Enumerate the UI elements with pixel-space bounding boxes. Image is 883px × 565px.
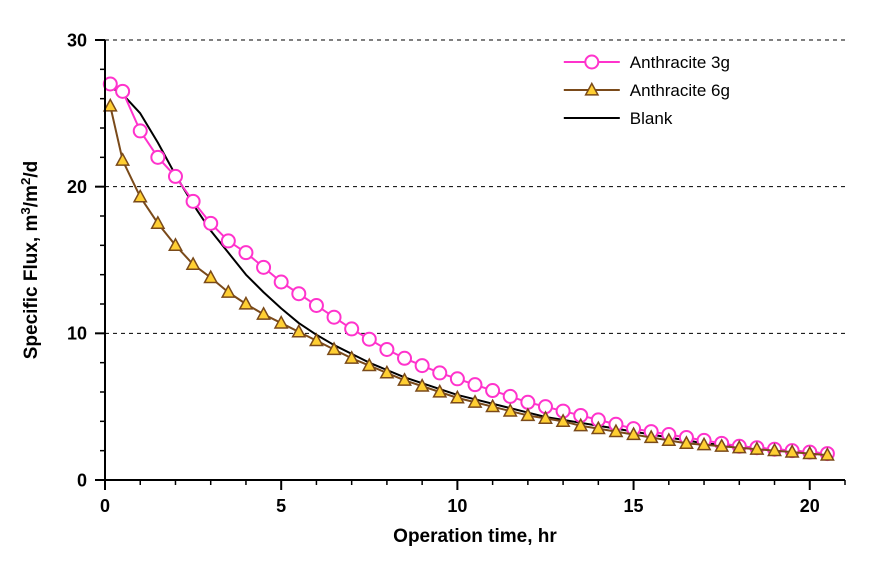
marker-circle	[169, 170, 182, 183]
legend-label: Anthracite 6g	[630, 81, 730, 100]
x-tick-label: 5	[276, 496, 286, 516]
marker-circle	[116, 85, 129, 98]
legend-label: Anthracite 3g	[630, 53, 730, 72]
marker-circle	[187, 195, 200, 208]
marker-circle	[151, 151, 164, 164]
marker-circle	[328, 311, 341, 324]
marker-circle	[486, 384, 499, 397]
chart-svg: 0 5 10 15 20 0 10 20 30 Operation time, hr Specifi…	[0, 0, 883, 565]
marker-circle	[433, 366, 446, 379]
marker-circle	[292, 287, 305, 300]
marker-circle	[310, 299, 323, 312]
marker-circle	[451, 372, 464, 385]
marker-circle	[521, 396, 534, 409]
marker-circle	[398, 352, 411, 365]
marker-circle	[134, 124, 147, 137]
x-tick-label: 0	[100, 496, 110, 516]
marker-circle	[469, 378, 482, 391]
y-tick-label: 30	[67, 30, 87, 50]
marker-circle	[504, 390, 517, 403]
y-tick-label: 10	[67, 324, 87, 344]
x-tick-label: 15	[624, 496, 644, 516]
marker-circle	[416, 359, 429, 372]
marker-circle	[380, 343, 393, 356]
legend-label: Blank	[630, 109, 673, 128]
marker-circle	[239, 246, 252, 259]
marker-circle	[257, 261, 270, 274]
marker-circle	[345, 322, 358, 335]
x-axis-label: Operation time, hr	[393, 526, 557, 547]
y-tick-label: 0	[77, 470, 87, 490]
y-axis-label: Specific Flux, m3/m2/d	[18, 161, 42, 360]
marker-circle	[275, 276, 288, 289]
y-tick-label: 20	[67, 177, 87, 197]
marker-circle	[363, 333, 376, 346]
flux-chart: 0 5 10 15 20 0 10 20 30 Operation time, hr Specifi…	[0, 0, 883, 565]
x-tick-label: 20	[800, 496, 820, 516]
legend-marker	[585, 56, 598, 69]
marker-circle	[222, 234, 235, 247]
x-tick-label: 10	[447, 496, 467, 516]
marker-circle	[204, 217, 217, 230]
